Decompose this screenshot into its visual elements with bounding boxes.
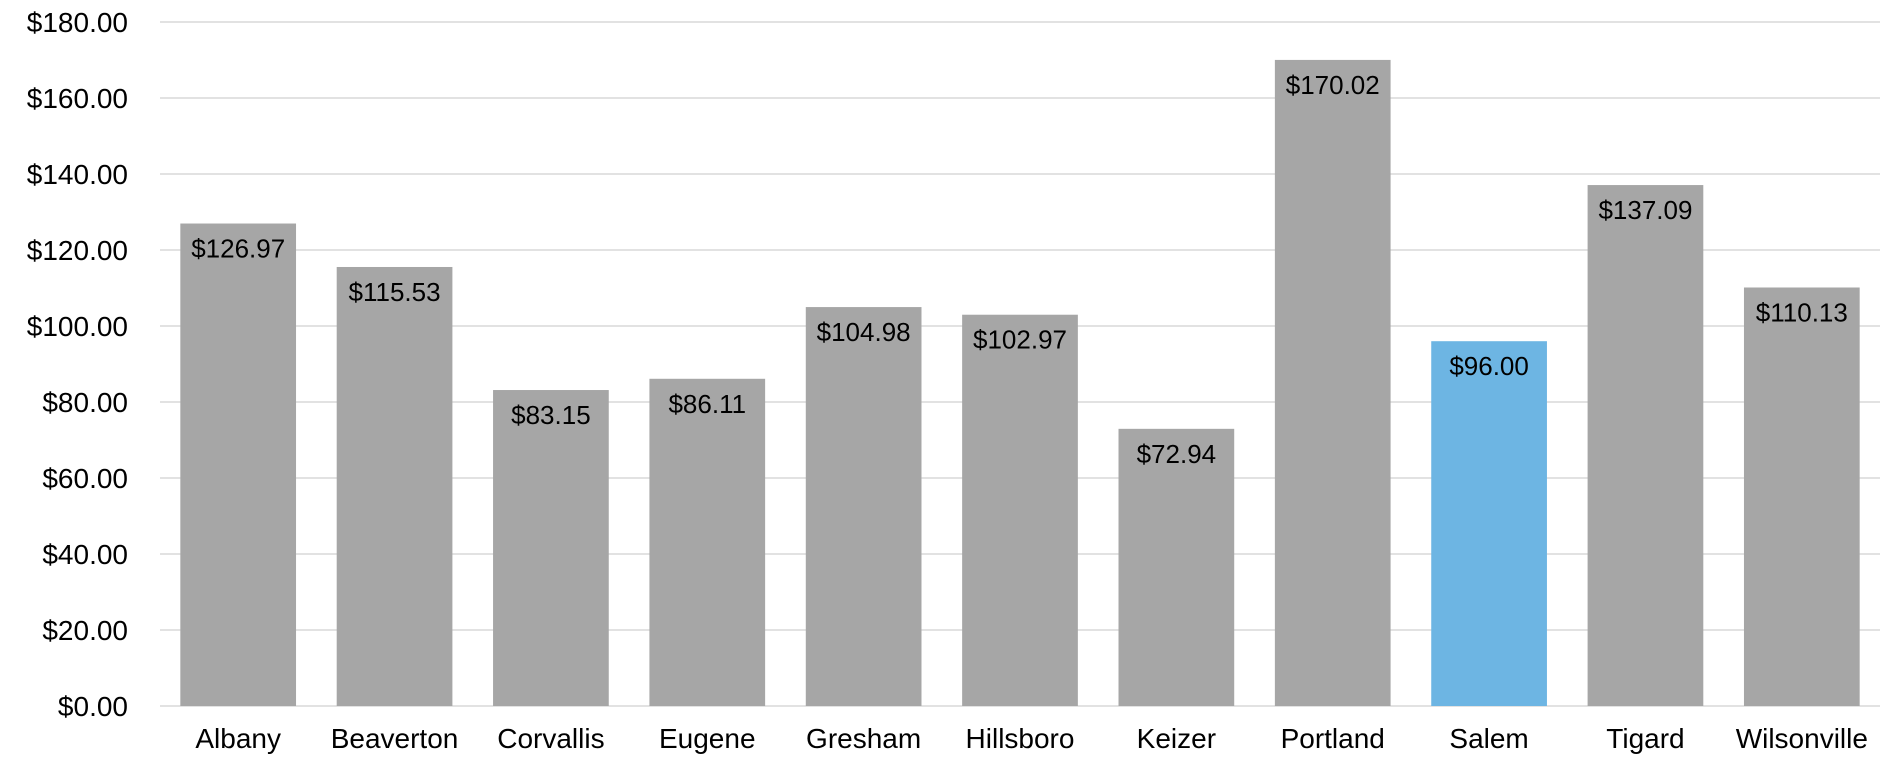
data-label-eugene: $86.11 bbox=[668, 389, 746, 419]
data-label-beaverton: $115.53 bbox=[349, 277, 441, 307]
y-tick-label: $160.00 bbox=[27, 83, 128, 114]
data-label-gresham: $104.98 bbox=[817, 317, 911, 347]
bar-salem bbox=[1431, 341, 1547, 706]
x-tick-label: Salem bbox=[1449, 723, 1528, 754]
bar-hillsboro bbox=[962, 314, 1078, 706]
data-label-hillsboro: $102.97 bbox=[973, 325, 1067, 355]
data-label-salem: $96.00 bbox=[1449, 351, 1529, 381]
y-tick-label: $100.00 bbox=[27, 311, 128, 342]
bar-corvallis bbox=[493, 390, 609, 706]
bar-albany bbox=[180, 223, 297, 706]
x-tick-label: Beaverton bbox=[331, 723, 459, 754]
bar-portland bbox=[1274, 59, 1391, 706]
bar-beaverton bbox=[336, 266, 453, 706]
data-label-wilsonville: $110.13 bbox=[1756, 298, 1848, 328]
bar-eugene bbox=[649, 378, 766, 706]
data-label-portland: $170.02 bbox=[1286, 70, 1380, 100]
y-tick-label: $40.00 bbox=[42, 539, 128, 570]
x-tick-label: Wilsonville bbox=[1736, 723, 1868, 754]
y-tick-label: $20.00 bbox=[42, 615, 128, 646]
data-labels: $126.97 $115.53 $83.15 $86.11 $104.98 $102.97… bbox=[191, 70, 1848, 469]
x-tick-label: Portland bbox=[1281, 723, 1385, 754]
bar-tigard bbox=[1587, 185, 1704, 707]
x-tick-label: Keizer bbox=[1137, 723, 1216, 754]
y-tick-label: $0.00 bbox=[58, 691, 128, 722]
y-tick-label: $120.00 bbox=[27, 235, 128, 266]
y-axis: $0.00 $20.00 $40.00 $60.00 $80.00 $100.00 $120… bbox=[27, 7, 128, 722]
bar-wilsonville bbox=[1743, 287, 1860, 706]
y-tick-label: $80.00 bbox=[42, 387, 128, 418]
data-label-albany: $126.97 bbox=[191, 234, 285, 264]
y-tick-label: $60.00 bbox=[42, 463, 128, 494]
x-tick-label: Gresham bbox=[806, 723, 921, 754]
data-label-keizer: $72.94 bbox=[1137, 439, 1217, 469]
bars bbox=[180, 59, 1860, 707]
x-tick-label: Hillsboro bbox=[966, 723, 1075, 754]
data-label-tigard: $137.09 bbox=[1598, 195, 1692, 225]
bar-gresham bbox=[805, 307, 922, 706]
x-tick-label: Eugene bbox=[659, 723, 756, 754]
x-tick-label: Corvallis bbox=[497, 723, 604, 754]
bar-keizer bbox=[1118, 428, 1235, 706]
y-tick-label: $140.00 bbox=[27, 159, 128, 190]
data-label-corvallis: $83.15 bbox=[511, 400, 591, 430]
x-tick-label: Albany bbox=[195, 723, 281, 754]
y-tick-label: $180.00 bbox=[27, 7, 128, 38]
x-tick-label: Tigard bbox=[1606, 723, 1684, 754]
x-axis: Albany Beaverton Corvallis Eugene Gresham Hil… bbox=[195, 723, 1868, 754]
